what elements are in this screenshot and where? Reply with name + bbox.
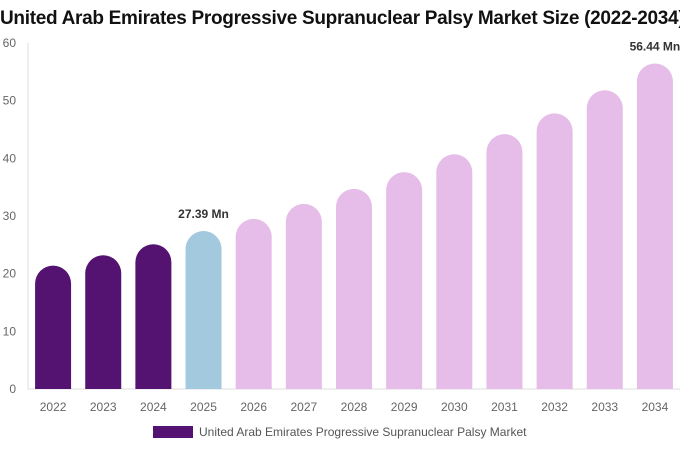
- bar: [486, 134, 523, 389]
- bar: [436, 154, 473, 389]
- bar: [35, 265, 72, 389]
- bar: [536, 113, 573, 390]
- legend-label: United Arab Emirates Progressive Supranu…: [199, 425, 527, 439]
- y-tick-label: 30: [3, 209, 17, 223]
- bar: [285, 203, 322, 389]
- legend: United Arab Emirates Progressive Supranu…: [153, 425, 526, 439]
- x-tick-label: 2023: [90, 400, 117, 414]
- x-tick-label: 2029: [391, 400, 418, 414]
- x-tick-label: 2027: [290, 400, 317, 414]
- x-tick-label: 2028: [341, 400, 368, 414]
- bar: [235, 218, 272, 389]
- bar: [636, 63, 673, 390]
- x-tick-label: 2032: [541, 400, 568, 414]
- y-tick-label: 60: [3, 36, 17, 50]
- y-tick-label: 40: [3, 151, 17, 165]
- bar: [185, 231, 222, 389]
- bar: [386, 172, 423, 389]
- bar: [85, 255, 122, 389]
- x-tick-label: 2024: [140, 400, 167, 414]
- bar: [586, 90, 623, 389]
- y-tick-label: 20: [3, 267, 17, 281]
- y-tick-label: 0: [9, 382, 16, 396]
- x-tick-label: 2026: [240, 400, 267, 414]
- chart-title: United Arab Emirates Progressive Supranu…: [0, 8, 680, 29]
- x-tick-label: 2025: [190, 400, 217, 414]
- legend-swatch: [153, 426, 193, 438]
- data-label: 56.44 Mn: [630, 40, 680, 54]
- data-label: 27.39 Mn: [178, 207, 229, 221]
- y-tick-label: 10: [3, 324, 17, 338]
- bar: [135, 244, 172, 389]
- x-tick-label: 2030: [441, 400, 468, 414]
- x-tick-label: 2034: [642, 400, 669, 414]
- x-tick-label: 2031: [491, 400, 518, 414]
- bar: [336, 188, 372, 389]
- x-tick-label: 2033: [591, 400, 618, 414]
- y-tick-label: 50: [3, 94, 17, 108]
- x-tick-label: 2022: [40, 400, 67, 414]
